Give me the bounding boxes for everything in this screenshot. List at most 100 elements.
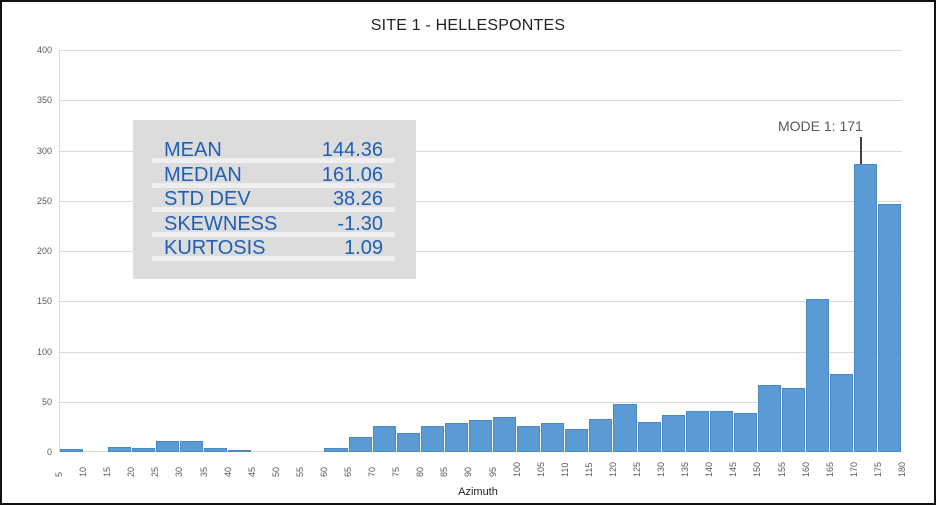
- x-tick-label: 35: [198, 466, 209, 477]
- y-tick-label: 0: [46, 447, 52, 457]
- y-tick-label: 200: [36, 246, 52, 256]
- histogram-bar: [589, 418, 613, 452]
- gridline: [59, 301, 902, 303]
- gridline: [59, 351, 902, 353]
- x-tick-label: 110: [559, 462, 570, 477]
- stats-label: MEAN: [164, 139, 222, 161]
- mode-annotation-label: MODE 1: 171: [778, 118, 863, 134]
- histogram-bar: [396, 432, 420, 452]
- stats-value: 161.06: [321, 163, 383, 186]
- stats-row: STD DEV 38.26: [152, 187, 395, 212]
- y-tick-label: 100: [36, 346, 52, 357]
- x-tick-label: 75: [391, 466, 402, 477]
- x-tick-label: 90: [463, 466, 474, 477]
- statistics-box: MEAN 144.36 MEDIAN 161.06 STD DEV 38.26 SKEWNE…: [133, 120, 416, 279]
- gridline: [59, 100, 902, 102]
- x-tick-label: 70: [367, 466, 378, 477]
- x-tick-label: 80: [415, 466, 426, 477]
- y-tick-label: 400: [36, 45, 52, 55]
- x-tick-label: 25: [150, 466, 161, 477]
- x-axis-label: Azimuth: [458, 486, 498, 498]
- histogram-bar: [685, 410, 709, 452]
- histogram-bar: [228, 450, 252, 452]
- histogram-bar: [420, 425, 444, 452]
- histogram-bar: [733, 412, 757, 452]
- mode-annotation-line: [860, 137, 862, 164]
- x-tick-label: 140: [704, 461, 715, 477]
- chart-title: SITE 1 - HELLESPONTES: [370, 17, 566, 34]
- stats-row-divider: [152, 158, 395, 163]
- histogram-bar: [468, 419, 493, 452]
- stats-value: -1.30: [337, 212, 383, 235]
- x-tick-label: 85: [439, 466, 450, 477]
- x-tick-label: 15: [102, 466, 113, 477]
- histogram-bar: [155, 440, 179, 452]
- histogram-bar: [59, 449, 83, 452]
- x-tick-label: 65: [343, 466, 354, 477]
- y-tick-label: 50: [41, 396, 52, 407]
- gridline: [59, 251, 902, 252]
- histogram-bar: [204, 447, 228, 452]
- histogram-bar: [830, 373, 854, 452]
- histogram-bar: [179, 440, 203, 452]
- x-tick-label: 170: [848, 461, 859, 477]
- histogram-bar: [131, 447, 155, 452]
- histogram-bar: [709, 410, 733, 452]
- x-tick-label: 60: [318, 466, 329, 477]
- gridline: [59, 150, 902, 152]
- stats-row-divider: [152, 256, 395, 261]
- stats-row-divider: [152, 207, 395, 212]
- x-tick-label: 120: [607, 461, 618, 477]
- stats-row-divider: [152, 182, 395, 188]
- stats-label: SKEWNESS: [164, 212, 278, 235]
- histogram-bar: [541, 422, 565, 452]
- gridline: [59, 401, 902, 403]
- stats-row: MEAN 144.36: [152, 138, 395, 163]
- histogram-bar: [757, 384, 782, 452]
- stats-label: MEDIAN: [164, 163, 242, 186]
- x-tick-label: 10: [78, 466, 89, 477]
- x-tick-label: 100: [511, 461, 522, 477]
- histogram-bar: [348, 436, 372, 452]
- y-tick-label: 150: [36, 296, 52, 307]
- histogram-bar: [782, 387, 806, 452]
- x-tick-label: 55: [294, 466, 305, 477]
- x-tick-label: 5: [54, 471, 64, 477]
- stats-value: 38.26: [332, 188, 383, 210]
- stats-row: KURTOSIS 1.09: [152, 236, 395, 261]
- x-tick-label: 125: [632, 461, 643, 477]
- stats-row: MEDIAN 161.06: [152, 163, 395, 188]
- histogram-bar: [324, 447, 348, 452]
- x-tick-label: 155: [776, 461, 787, 477]
- plot-area: [59, 50, 902, 452]
- histogram-bar: [637, 421, 661, 452]
- stats-label: STD DEV: [164, 188, 251, 210]
- x-tick-label: 165: [824, 461, 835, 477]
- stats-row: SKEWNESS -1.30: [152, 212, 395, 237]
- y-tick-label: 250: [36, 195, 52, 206]
- histogram-bar: [565, 428, 589, 452]
- y-tick-label: 300: [36, 145, 52, 156]
- y-tick-label: 350: [36, 95, 52, 106]
- x-tick-label: 40: [222, 466, 233, 477]
- x-tick-label: 95: [487, 466, 498, 477]
- histogram-bar: [493, 416, 517, 452]
- x-tick-label: 175: [872, 461, 883, 477]
- x-tick-label: 20: [126, 466, 137, 477]
- x-tick-label: 145: [728, 461, 739, 477]
- histogram-bar: [372, 425, 396, 452]
- gridline: [59, 50, 902, 51]
- x-tick-label: 30: [174, 466, 185, 477]
- histogram-bar: [878, 203, 902, 452]
- gridline: [59, 200, 902, 202]
- x-tick-label: 115: [583, 462, 594, 477]
- x-tick-label: 160: [800, 461, 811, 477]
- x-tick-label: 105: [535, 461, 546, 477]
- stats-label: KURTOSIS: [164, 237, 266, 259]
- x-tick-label: 50: [270, 466, 281, 477]
- x-tick-label: 135: [680, 461, 691, 477]
- x-tick-label: 150: [752, 461, 763, 477]
- x-tick-label: 45: [246, 466, 257, 477]
- histogram-bar: [613, 403, 637, 452]
- histogram-bar: [661, 414, 685, 452]
